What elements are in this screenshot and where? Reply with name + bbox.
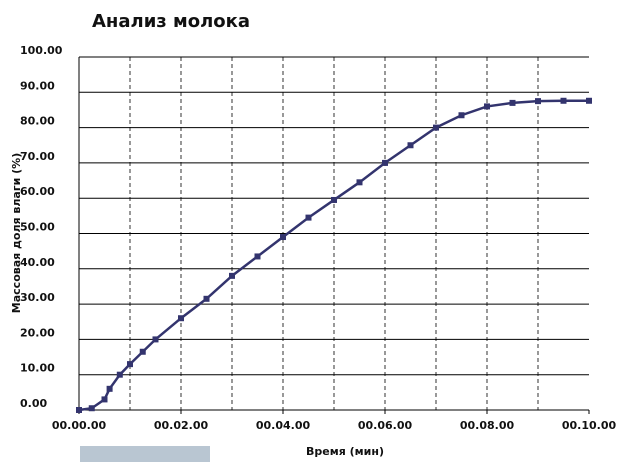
- y-tick-label: 50.00: [20, 221, 55, 234]
- data-point: [331, 196, 337, 203]
- y-tick-label: 30.00: [20, 291, 55, 304]
- chart-title: Анализ молока: [92, 11, 250, 32]
- data-point: [88, 405, 95, 412]
- data-point: [139, 348, 146, 355]
- y-tick-label: 0.00: [20, 397, 47, 410]
- thumbnail: [80, 446, 210, 462]
- y-tick-label: 10.00: [20, 362, 55, 375]
- y-tick-label: 20.00: [20, 326, 55, 339]
- data-point: [382, 159, 388, 166]
- y-tick-label: 100.00: [20, 44, 63, 57]
- data-point: [586, 97, 592, 104]
- data-point: [127, 361, 133, 368]
- data-point: [509, 99, 516, 106]
- data-point: [254, 253, 261, 260]
- data-point: [76, 407, 82, 413]
- data-point: [305, 214, 312, 221]
- data-point: [280, 234, 286, 241]
- y-tick-label: 40.00: [20, 256, 55, 269]
- data-point: [178, 315, 184, 322]
- data-point: [535, 98, 541, 105]
- data-point: [560, 97, 567, 104]
- data-point: [458, 112, 465, 119]
- data-point: [484, 103, 490, 110]
- data-point: [356, 179, 363, 186]
- data-point: [152, 336, 159, 343]
- data-point: [101, 396, 108, 403]
- x-tick-label: 00.04.00: [256, 419, 311, 432]
- y-tick-label: 90.00: [20, 79, 55, 92]
- y-axis-label: Массовая доля влаги (%): [10, 153, 23, 313]
- y-tick-label: 60.00: [20, 185, 55, 198]
- data-point: [433, 124, 439, 131]
- data-point: [229, 272, 235, 279]
- y-tick-label: 80.00: [20, 115, 55, 128]
- x-tick-label: 00.02.00: [154, 419, 209, 432]
- data-point: [106, 385, 113, 392]
- data-point: [116, 371, 123, 378]
- data-point: [407, 142, 414, 149]
- data-point: [203, 295, 210, 302]
- x-tick-label: 00.00.00: [52, 419, 107, 432]
- x-tick-label: 00.08.00: [460, 419, 515, 432]
- x-tick-label: 00.06.00: [358, 419, 413, 432]
- x-axis-label: Время (мин): [306, 445, 384, 458]
- x-tick-label: 00.10.00: [562, 419, 617, 432]
- y-tick-label: 70.00: [20, 150, 55, 163]
